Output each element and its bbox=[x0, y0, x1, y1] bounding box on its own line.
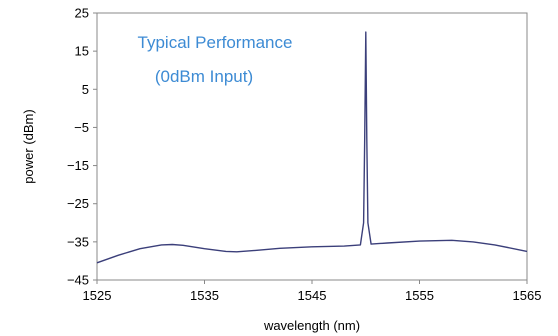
x-tick-label: 1535 bbox=[190, 288, 219, 303]
plot-border bbox=[96, 12, 528, 281]
x-tick-label: 1545 bbox=[298, 288, 327, 303]
spectrum-series-line bbox=[96, 31, 528, 264]
y-tick-label: 25 bbox=[75, 6, 89, 21]
y-tick-label: 15 bbox=[75, 44, 89, 59]
x-tick-label: 1565 bbox=[513, 288, 542, 303]
y-tick-label: −35 bbox=[67, 234, 89, 249]
annotation-typical-performance: Typical Performance bbox=[138, 33, 293, 52]
plot-frame bbox=[96, 12, 528, 281]
x-tick-label: 1555 bbox=[405, 288, 434, 303]
y-tick-label: −15 bbox=[67, 158, 89, 173]
series-layer bbox=[96, 31, 528, 264]
y-axis-title: power (dBm) bbox=[21, 109, 36, 183]
y-tick-label: 5 bbox=[82, 82, 89, 97]
y-axis-ticks: 25 15 5 −5 −15 −25 −35 −45 bbox=[67, 6, 97, 288]
x-tick-label: 1525 bbox=[83, 288, 112, 303]
annotation-input-level: (0dBm Input) bbox=[155, 67, 253, 86]
y-tick-label: −5 bbox=[74, 120, 89, 135]
y-tick-label: −45 bbox=[67, 273, 89, 288]
x-axis-title: wavelength (nm) bbox=[263, 318, 360, 333]
x-axis-ticks: 1525 1535 1545 1555 1565 bbox=[83, 280, 542, 303]
y-tick-label: −25 bbox=[67, 196, 89, 211]
